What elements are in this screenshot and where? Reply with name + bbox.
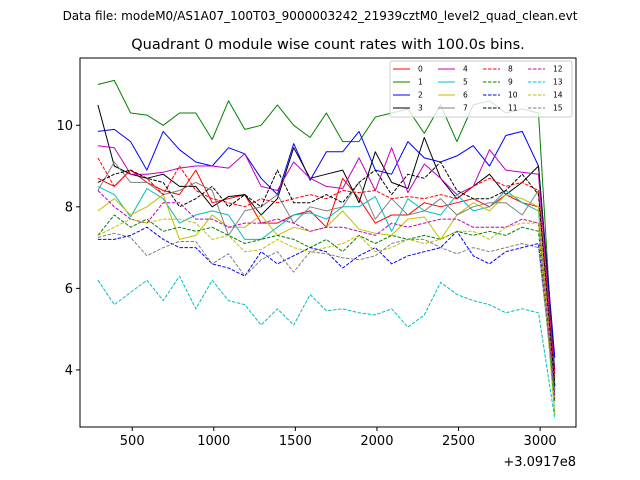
legend-entry-15: 15 bbox=[528, 104, 563, 113]
x-tick-label: 2500 bbox=[442, 434, 475, 449]
legend-entry-0: 0 bbox=[393, 65, 423, 74]
legend-entry-6: 6 bbox=[438, 91, 468, 100]
x-tick-label: 1500 bbox=[279, 434, 312, 449]
legend-label: 9 bbox=[508, 78, 513, 87]
x-tick-label: 500 bbox=[120, 434, 145, 449]
chart-title: Quadrant 0 module wise count rates with … bbox=[131, 37, 525, 53]
series-line-2 bbox=[97, 128, 556, 358]
legend-entry-2: 2 bbox=[393, 91, 423, 100]
legend-entry-10: 10 bbox=[483, 91, 518, 100]
legend-label: 15 bbox=[553, 104, 563, 113]
figure-suptitle: Data file: modeM0/AS1A07_100T03_90000032… bbox=[63, 9, 578, 23]
legend-label: 1 bbox=[418, 78, 423, 87]
x-tick-label: 3000 bbox=[524, 434, 557, 449]
series-layer bbox=[97, 79, 556, 419]
legend-label: 12 bbox=[553, 65, 563, 74]
y-tick-label: 8 bbox=[65, 200, 73, 215]
y-tick-label: 6 bbox=[65, 282, 73, 297]
series-line-9 bbox=[97, 214, 556, 403]
series-line-3 bbox=[97, 104, 556, 370]
series-line-4 bbox=[97, 145, 556, 375]
legend-entry-14: 14 bbox=[528, 91, 563, 100]
legend-label: 3 bbox=[418, 104, 423, 113]
series-line-15 bbox=[97, 232, 556, 395]
legend-label: 6 bbox=[463, 91, 468, 100]
legend-entry-9: 9 bbox=[483, 78, 513, 87]
series-line-13 bbox=[97, 275, 556, 419]
legend-entry-3: 3 bbox=[393, 104, 423, 113]
series-line-12 bbox=[97, 190, 556, 399]
legend-entry-4: 4 bbox=[438, 65, 468, 74]
y-tick-label: 4 bbox=[65, 363, 73, 378]
legend-label: 7 bbox=[463, 104, 468, 113]
legend-label: 11 bbox=[508, 104, 518, 113]
legend-box bbox=[389, 60, 573, 118]
series-line-5 bbox=[97, 185, 556, 415]
y-axis-ticks: 4 6 8 10 bbox=[56, 119, 80, 378]
legend-entry-1: 1 bbox=[393, 78, 423, 87]
series-line-14 bbox=[97, 218, 556, 415]
x-axis-offset-label: +3.0917e8 bbox=[503, 455, 576, 470]
axes-frame bbox=[79, 57, 577, 428]
legend-entry-12: 12 bbox=[528, 65, 563, 74]
x-axis-ticks: 500 1000 1500 2000 2500 3000 bbox=[120, 427, 557, 449]
x-tick-label: 2000 bbox=[360, 434, 393, 449]
legend-entry-11: 11 bbox=[483, 104, 518, 113]
legend-label: 4 bbox=[463, 65, 468, 74]
y-tick-label: 10 bbox=[56, 119, 73, 134]
series-line-11 bbox=[97, 161, 556, 387]
legend-label: 10 bbox=[508, 91, 518, 100]
legend-label: 13 bbox=[553, 78, 563, 87]
legend-entry-7: 7 bbox=[438, 104, 468, 113]
legend-entry-5: 5 bbox=[438, 78, 468, 87]
x-tick-label: 1000 bbox=[197, 434, 230, 449]
legend-entry-8: 8 bbox=[483, 65, 513, 74]
series-line-7 bbox=[97, 161, 556, 391]
legend-label: 5 bbox=[463, 78, 468, 87]
legend-label: 14 bbox=[553, 91, 563, 100]
legend-label: 0 bbox=[418, 65, 423, 74]
series-line-8 bbox=[97, 157, 556, 379]
legend-label: 2 bbox=[418, 91, 423, 100]
legend-label: 8 bbox=[508, 65, 513, 74]
legend-entry-13: 13 bbox=[528, 78, 563, 87]
series-line-10 bbox=[97, 226, 556, 395]
